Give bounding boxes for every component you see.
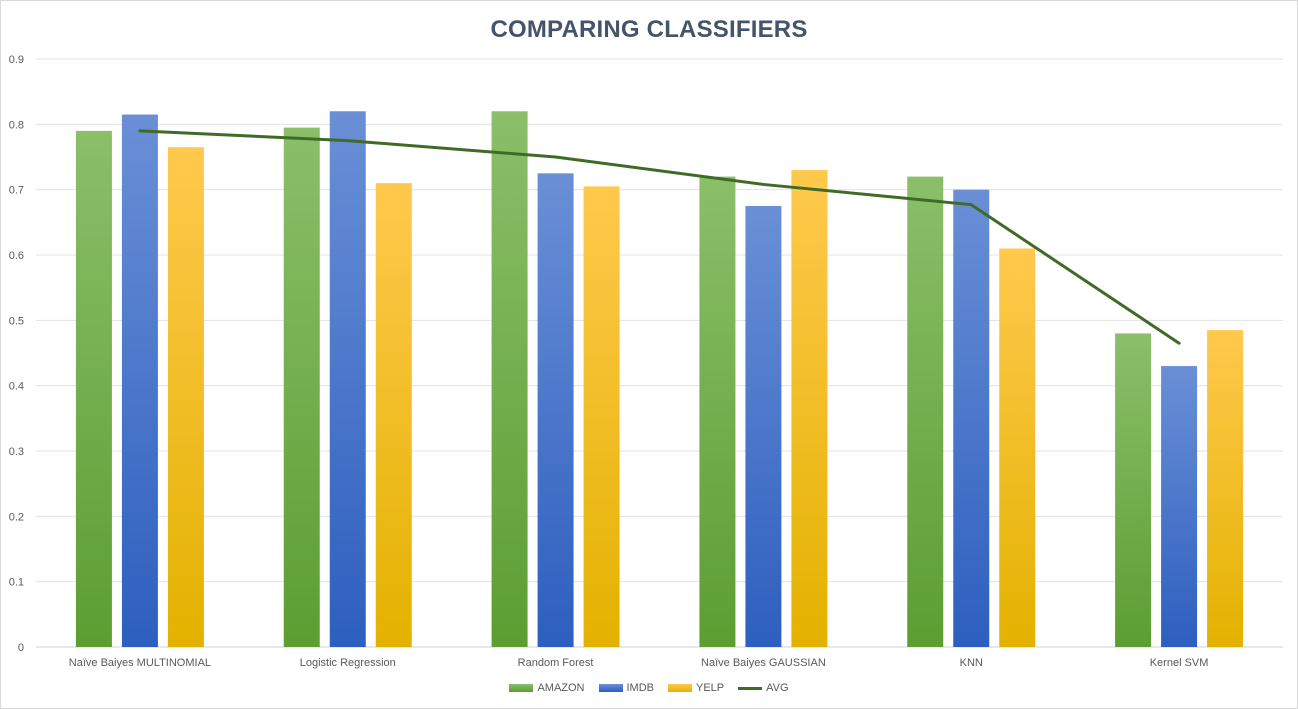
bar-yelp [999, 248, 1036, 647]
bar-imdb [1161, 366, 1198, 647]
bar-yelp [583, 186, 620, 647]
legend-swatch [598, 684, 623, 692]
bar-yelp [167, 147, 204, 647]
bar-imdb [745, 206, 782, 647]
bar-imdb [537, 173, 574, 648]
x-category-label: Naïve Baiyes GAUSSIAN [701, 657, 826, 669]
x-category-label: Random Forest [518, 657, 594, 669]
legend-swatch [509, 684, 534, 692]
y-tick-label: 0.7 [9, 185, 24, 197]
avg-line-layer [138, 129, 1181, 345]
y-tick-label: 0.3 [9, 446, 24, 458]
y-tick-label: 0.9 [9, 54, 24, 66]
bar-amazon [1115, 333, 1152, 647]
y-tick-label: 0.8 [9, 119, 24, 131]
x-category-label: Naïve Baiyes MULTINOMIAL [69, 657, 211, 669]
y-axis-ticks: 0 0.1 0.2 0.3 0.4 0.5 0.6 0.7 0.8 0.9 [9, 54, 24, 654]
bar-amazon [491, 111, 528, 648]
legend-swatch [738, 686, 763, 690]
bar-amazon [283, 127, 320, 648]
bar-amazon [699, 176, 736, 647]
legend-label: AVG [766, 682, 789, 694]
bar-amazon [907, 176, 944, 647]
y-tick-label: 0.1 [9, 577, 24, 589]
x-category-label: KNN [960, 657, 983, 669]
legend: AMAZON IMDB YELP AVG [0, 682, 1298, 694]
x-category-label: Kernel SVM [1150, 657, 1209, 669]
bars [75, 111, 1244, 648]
legend-label: YELP [696, 682, 725, 694]
y-tick-label: 0 [18, 642, 24, 654]
chart-title: COMPARING CLASSIFIERS [490, 16, 808, 43]
x-category-label: Logistic Regression [300, 657, 396, 669]
bar-imdb [329, 111, 366, 648]
y-tick-label: 0.5 [9, 315, 24, 327]
bar-imdb [121, 114, 158, 648]
y-tick-label: 0.2 [9, 511, 24, 523]
legend-label: IMDB [626, 682, 655, 694]
y-tick-label: 0.4 [9, 381, 24, 393]
legend-label: AMAZON [537, 682, 585, 694]
legend-item-yelp: YELP [668, 682, 724, 694]
x-axis-categories: Naïve Baiyes MULTINOMIAL Logistic Regress… [69, 657, 1209, 669]
line-avg [138, 129, 1181, 345]
legend-item-avg: AVG [738, 682, 789, 694]
y-tick-label: 0.6 [9, 250, 24, 262]
legend-item-imdb: IMDB [598, 682, 655, 694]
legend-item-amazon: AMAZON [509, 682, 585, 694]
bar-amazon [75, 130, 112, 647]
gridlines [36, 58, 1283, 648]
legend-swatch [668, 684, 692, 692]
bar-yelp [375, 183, 412, 647]
bar-imdb [953, 189, 990, 647]
bar-yelp [1207, 330, 1244, 647]
bar-yelp [791, 170, 828, 648]
